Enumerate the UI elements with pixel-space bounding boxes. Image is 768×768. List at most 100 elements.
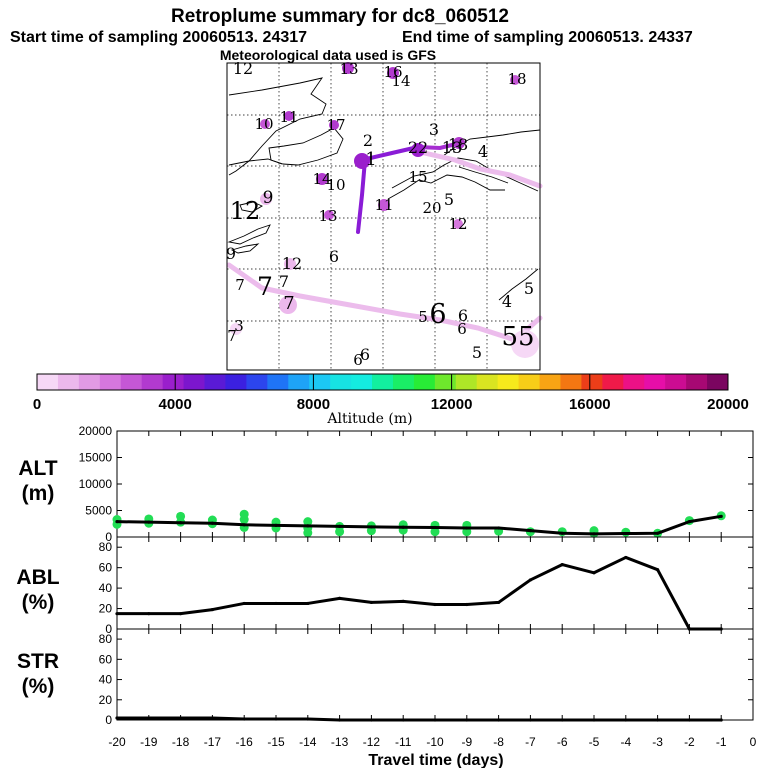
x-tick-label: -2 — [684, 735, 695, 749]
series-line — [116, 514, 722, 536]
map-time-label: 7 — [227, 327, 237, 345]
series-vertex — [656, 531, 660, 535]
series-line — [117, 716, 722, 722]
map-time-label: 9 — [263, 188, 274, 208]
series-vertex — [274, 601, 278, 606]
x-tick-label: -14 — [299, 735, 317, 749]
series-vertex — [528, 529, 533, 533]
panel-str: 80 60 40 20 0 STR(%) — [17, 628, 754, 727]
panel-unit: (%) — [22, 675, 55, 698]
y-tick-label: 40 — [99, 581, 113, 595]
y-tick-label: 0 — [105, 713, 112, 727]
colorbar-tick-label: 16000 — [569, 396, 611, 413]
map-time-label: 6 — [360, 345, 370, 364]
colorbar-label: Altitude (m) — [326, 411, 412, 427]
series-vertex — [465, 602, 469, 607]
y-tick-label: 60 — [99, 561, 113, 575]
map-time-label: 20 — [422, 199, 441, 217]
map-time-label: 13 — [442, 138, 462, 157]
colorbar-swatch — [623, 374, 645, 390]
x-tick-label: -13 — [331, 735, 349, 749]
x-tick-label: -18 — [172, 735, 190, 749]
map-time-label: 14 — [312, 170, 331, 188]
plume-markers — [230, 62, 539, 358]
map-time-label: 14 — [391, 72, 410, 90]
x-tick-label: -19 — [140, 735, 158, 749]
colorbar-swatch — [581, 374, 603, 390]
series-vertex — [147, 716, 151, 720]
figure-title: Retroplume summary for dc8_060512 — [171, 6, 509, 27]
map-coastlines — [227, 77, 541, 301]
panel-frame — [116, 628, 754, 721]
colorbar-swatch — [37, 374, 59, 390]
coastline-11 — [239, 201, 263, 213]
panel-unit: (m) — [22, 482, 55, 505]
series-vertex — [210, 607, 214, 612]
plume-line-core — [356, 158, 367, 234]
series-vertex — [624, 555, 628, 560]
map-time-label: 1 — [365, 149, 376, 170]
panel-unit: (%) — [22, 591, 55, 614]
colorbar-tick-label: 4000 — [159, 396, 192, 413]
map-time-label: 6 — [353, 351, 363, 369]
series-vertex — [465, 526, 469, 530]
x-tick-label: -11 — [395, 735, 412, 749]
plume-line-east — [417, 149, 543, 189]
series-vertex — [338, 596, 342, 600]
map-grid — [227, 63, 540, 370]
x-tick-label: -7 — [525, 735, 536, 749]
series-vertex — [242, 717, 246, 721]
map-time-label: 12 — [233, 59, 253, 78]
coastline-3 — [228, 158, 283, 166]
coastline-9 — [227, 224, 271, 245]
colorbar-swatch — [246, 374, 268, 390]
map-time-label: 13 — [318, 207, 337, 225]
colorbar-swatch — [330, 374, 352, 390]
series-vertex — [306, 601, 310, 606]
series-vertex — [115, 612, 119, 616]
series-vertex — [433, 525, 437, 530]
plume-marker — [230, 323, 242, 335]
series-vertex — [210, 521, 214, 525]
series-vertex — [592, 571, 596, 575]
plume-marker — [411, 143, 425, 157]
colorbar-swatch — [57, 374, 80, 390]
x-tick-label: -8 — [493, 735, 504, 749]
x-tick-label: -16 — [236, 735, 254, 749]
map-time-label: 3 — [234, 317, 244, 335]
x-tick-label: -6 — [557, 735, 568, 749]
y-tick-label: 80 — [99, 540, 113, 554]
coastline-7 — [458, 166, 509, 184]
x-tick-label: -20 — [108, 735, 126, 749]
colorbar-swatch — [351, 374, 373, 390]
series-vertex — [274, 717, 278, 721]
map-time-label: 15 — [408, 168, 427, 186]
series-vertex — [401, 599, 405, 604]
series-vertex — [338, 718, 342, 722]
colorbar-swatch — [309, 374, 331, 390]
map-time-label: 10 — [326, 176, 345, 194]
series-vertex — [147, 520, 151, 524]
series-vertex — [401, 525, 405, 529]
plume-marker — [354, 153, 370, 169]
plume-marker — [453, 219, 463, 229]
colorbar-swatch — [665, 374, 687, 390]
plume-marker — [329, 120, 339, 130]
series-vertex — [115, 520, 119, 524]
plume-marker — [324, 210, 334, 220]
series-vertex — [560, 563, 564, 567]
colorbar-swatch — [413, 374, 436, 390]
data-point — [239, 515, 249, 525]
colorbar-swatch — [434, 374, 457, 390]
plume-marker — [260, 193, 272, 205]
y-tick-label: 5000 — [85, 504, 112, 518]
x-tick-label: -12 — [363, 735, 381, 749]
met-data-label: Meteorological data used is GFS — [220, 47, 436, 63]
end-time-label: End time of sampling 20060513. 24337 — [402, 29, 693, 46]
map-frame — [226, 62, 541, 371]
series-vertex — [179, 612, 183, 616]
coastline-8 — [498, 268, 539, 301]
